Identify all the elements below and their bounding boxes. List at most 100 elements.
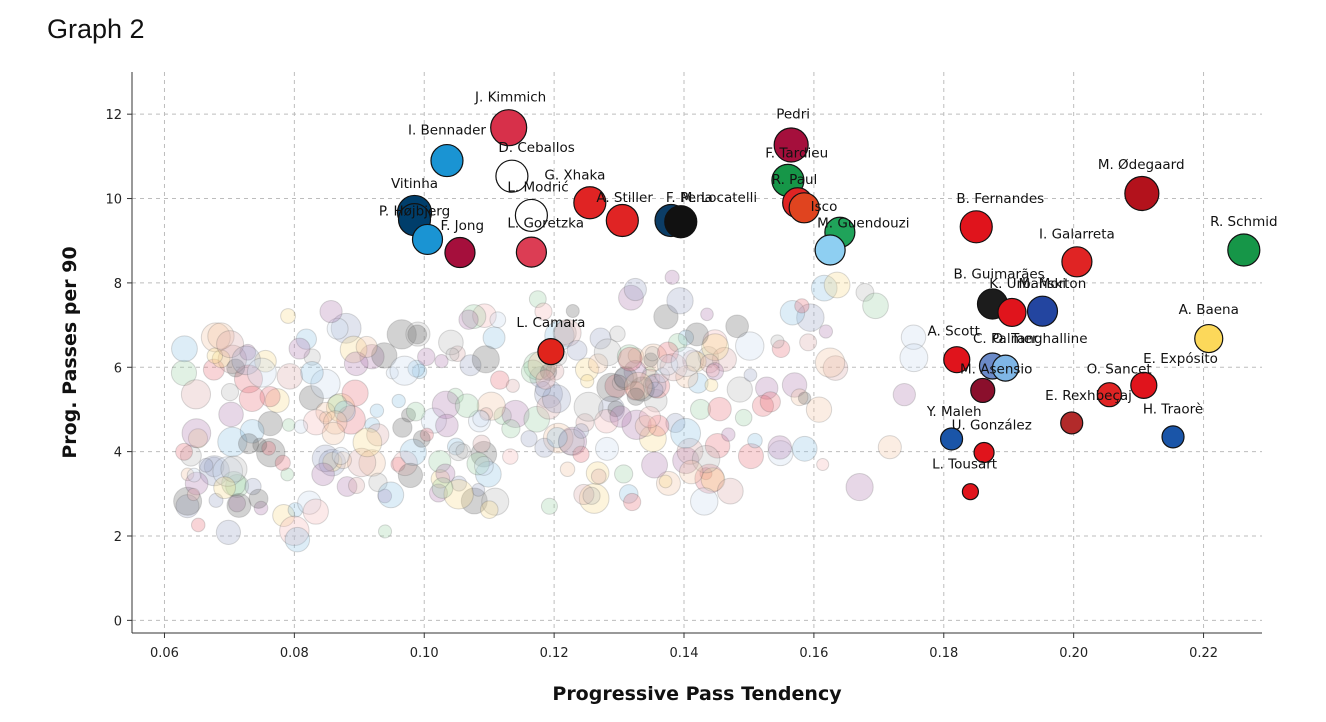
x-tick-label: 0.14 — [670, 646, 699, 661]
player-label: U. González — [952, 418, 1032, 434]
player-point — [1061, 412, 1083, 434]
player-label: A. Stiller — [596, 190, 653, 206]
background-point — [432, 478, 453, 499]
background-point — [216, 520, 240, 544]
background-point — [671, 347, 701, 377]
background-point — [353, 428, 382, 457]
y-tick-label: 6 — [114, 361, 122, 376]
player-point — [431, 145, 463, 177]
background-point — [705, 379, 718, 392]
y-tick-label: 12 — [105, 108, 122, 123]
background-point — [247, 358, 276, 387]
background-point — [481, 501, 499, 519]
background-point — [817, 458, 829, 470]
background-point — [547, 428, 567, 448]
background-point — [303, 499, 328, 524]
player-label: D. Ceballos — [498, 140, 574, 156]
background-point — [706, 364, 719, 377]
background-point — [735, 409, 752, 426]
player-point — [1162, 426, 1184, 448]
background-point — [536, 370, 555, 389]
x-tick-label: 0.10 — [410, 646, 439, 661]
background-point — [473, 411, 489, 427]
background-point — [771, 335, 784, 348]
player-label: L. Camara — [516, 315, 585, 331]
background-point — [642, 452, 668, 478]
y-tick-label: 8 — [114, 277, 122, 292]
player-label: I. Galarreta — [1039, 227, 1115, 243]
background-point — [281, 309, 296, 324]
background-point — [798, 392, 810, 404]
background-point — [893, 384, 915, 406]
background-point — [583, 487, 600, 504]
background-point — [456, 444, 471, 459]
player-label: M. Guendouzi — [817, 216, 909, 232]
background-point — [378, 525, 391, 538]
player-label: R. Paul — [772, 172, 818, 188]
background-point — [560, 462, 574, 476]
background-point — [738, 444, 763, 469]
player-label: P. Højbjerg — [379, 203, 450, 219]
background-point — [475, 457, 494, 476]
player-point — [412, 224, 442, 254]
x-axis-label: Progressive Pass Tendency — [552, 683, 842, 705]
background-point — [332, 447, 349, 464]
player-label: M. Asensio — [960, 362, 1032, 378]
player-point — [445, 238, 475, 268]
player-point — [998, 298, 1026, 326]
player-label: G. Xhaka — [544, 168, 605, 184]
background-point — [639, 407, 660, 428]
background-point — [748, 433, 763, 448]
background-point — [567, 340, 587, 360]
player-label: H. Traorè — [1143, 402, 1203, 418]
background-point — [446, 348, 459, 361]
background-point — [322, 422, 344, 444]
background-point — [312, 463, 335, 486]
background-point — [800, 334, 817, 351]
background-point — [490, 312, 506, 328]
background-point — [819, 325, 832, 338]
x-tick-label: 0.22 — [1189, 646, 1218, 661]
background-point — [679, 460, 703, 484]
background-point — [659, 475, 672, 488]
player-label: M. Morton — [1018, 276, 1086, 292]
player-point — [516, 237, 546, 267]
player-label: L. Goretzka — [507, 216, 584, 232]
background-point — [502, 420, 520, 438]
x-tick-label: 0.16 — [799, 646, 828, 661]
x-tick-label: 0.20 — [1059, 646, 1088, 661]
background-point — [541, 498, 557, 514]
background-point — [370, 404, 383, 417]
background-point — [349, 477, 365, 493]
player-point — [815, 235, 845, 265]
background-point — [744, 369, 757, 382]
player-label: I. Bennader — [408, 122, 486, 138]
background-point — [187, 488, 199, 500]
background-point — [591, 469, 606, 484]
player-label: F. Jong — [440, 218, 484, 234]
background-point — [238, 434, 258, 454]
player-point — [1062, 247, 1092, 277]
player-point — [962, 484, 978, 500]
background-point — [219, 402, 244, 427]
background-point — [356, 336, 377, 357]
background-point — [472, 346, 499, 373]
background-point — [846, 473, 873, 500]
background-point — [815, 348, 844, 377]
player-label: F. Tardieu — [765, 146, 828, 162]
background-point — [176, 443, 193, 460]
background-point — [239, 386, 264, 411]
player-point — [1027, 296, 1057, 326]
background-point — [665, 270, 679, 284]
background-point — [722, 428, 735, 441]
background-point — [610, 406, 631, 427]
player-point — [960, 211, 992, 243]
player-point — [971, 378, 995, 402]
background-point — [294, 420, 307, 433]
background-point — [172, 336, 198, 362]
background-point — [459, 310, 478, 329]
background-point — [671, 418, 701, 448]
background-point — [795, 299, 809, 313]
background-point — [289, 338, 310, 359]
background-points — [171, 270, 927, 552]
